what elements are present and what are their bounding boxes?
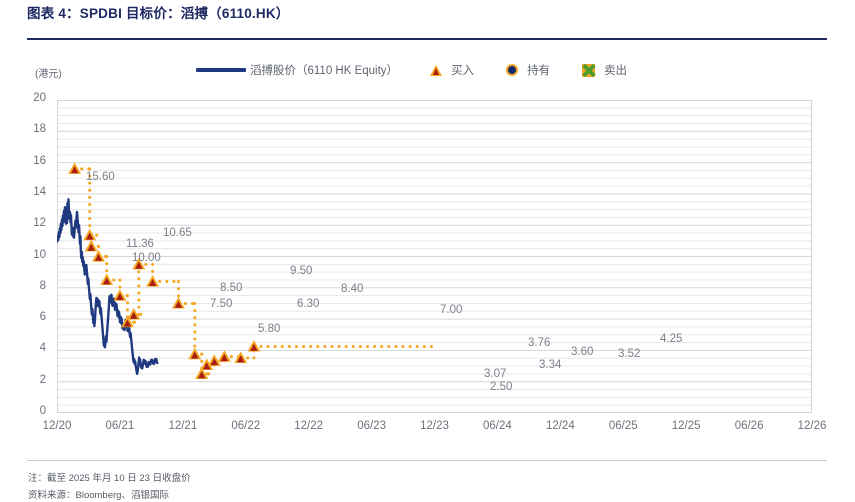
legend-label-buy: 买入 [451,65,475,77]
y-axis-unit-label: (港元) [35,69,62,80]
circle-icon [506,64,519,76]
y-axis-tick: 16 [33,154,46,167]
data-point-label: 10.00 [132,252,161,264]
data-point-label: 8.40 [341,283,364,295]
legend-item-buy[interactable]: 买入 [430,62,476,78]
data-point-label: 10.65 [163,227,192,239]
footer-divider [27,460,827,461]
data-point-label: 11.36 [126,238,154,250]
gridlines-major [57,100,812,413]
x-axis-tick: 06/23 [357,420,386,432]
plot-border [57,100,812,413]
x-axis-tick: 12/23 [420,420,449,432]
x-axis-tick: 06/24 [483,420,512,432]
legend-item-hold[interactable]: 持有 [506,62,552,78]
data-point-label: 6.30 [297,298,320,310]
legend-item-sell[interactable]: 卖出 [582,62,629,78]
data-point-label: 7.00 [440,304,463,316]
y-axis-tick: 10 [33,248,46,261]
note-asof: 注：截至 2025 年月 10 日 23 日收盘价 [28,473,191,484]
x-axis-tick: 12/20 [42,420,72,432]
x-axis-tick: 12/25 [671,420,701,432]
data-point-label: 5.80 [258,323,281,335]
data-point-label: 9.50 [290,265,313,277]
rating-markers [68,162,261,379]
data-point-label: 15.60 [86,171,115,183]
price-line [57,198,159,376]
data-point-label: 8.50 [220,282,243,294]
data-point-label: 3.34 [539,359,562,371]
legend-label-price: 滔搏股价（6110 HK Equity） [250,65,399,77]
gridlines-minor [57,107,812,406]
data-point-label: 3.60 [571,346,594,358]
triangle-up-icon [430,64,443,76]
x-axis-tick: 06/26 [734,420,764,432]
y-axis-tick: 0 [39,405,46,417]
y-axis-tick: 2 [39,373,46,386]
legend-label-hold: 持有 [527,65,551,77]
y-axis-tick: 12 [33,217,46,230]
chart-legend: 滔搏股价（6110 HK Equity） 买入 持有 卖出 [196,62,629,78]
y-axis-tick: 20 [33,92,46,104]
title-divider [27,38,827,40]
price-line-swatch [196,68,246,72]
target-price-step-line [80,167,440,376]
chart-canvas [57,100,812,413]
y-axis-tick: 18 [33,123,46,136]
data-point-label: 3.76 [528,337,551,349]
plot-area [57,100,812,413]
note-source: 资料来源：Bloomberg、滔银国际 [28,490,169,501]
data-point-label: 7.50 [210,298,233,310]
data-point-label: 3.52 [618,348,641,360]
data-point-label: 2.50 [490,381,513,393]
x-axis-tick: 06/22 [231,420,261,432]
y-axis-tick: 6 [39,311,46,324]
y-axis-tick: 8 [39,279,46,292]
data-point-label: 3.07 [484,368,507,380]
x-axis-tick: 06/25 [608,420,638,432]
y-axis-tick: 14 [33,185,46,198]
x-cross-icon [582,63,596,77]
legend-item-price[interactable]: 滔搏股价（6110 HK Equity） [196,62,400,78]
legend-label-sell: 卖出 [604,65,628,77]
x-axis-tick: 12/24 [545,420,575,432]
data-point-label: 4.25 [660,333,683,345]
x-axis-tick: 12/21 [168,420,198,432]
page-title: 图表 4：SPDBI 目标价：滔搏（6110.HK） [27,6,290,21]
x-axis-tick: 12/26 [797,420,827,432]
y-axis-tick: 4 [39,342,46,355]
x-axis-tick: 12/22 [294,420,324,432]
x-axis-tick: 06/21 [105,420,135,432]
